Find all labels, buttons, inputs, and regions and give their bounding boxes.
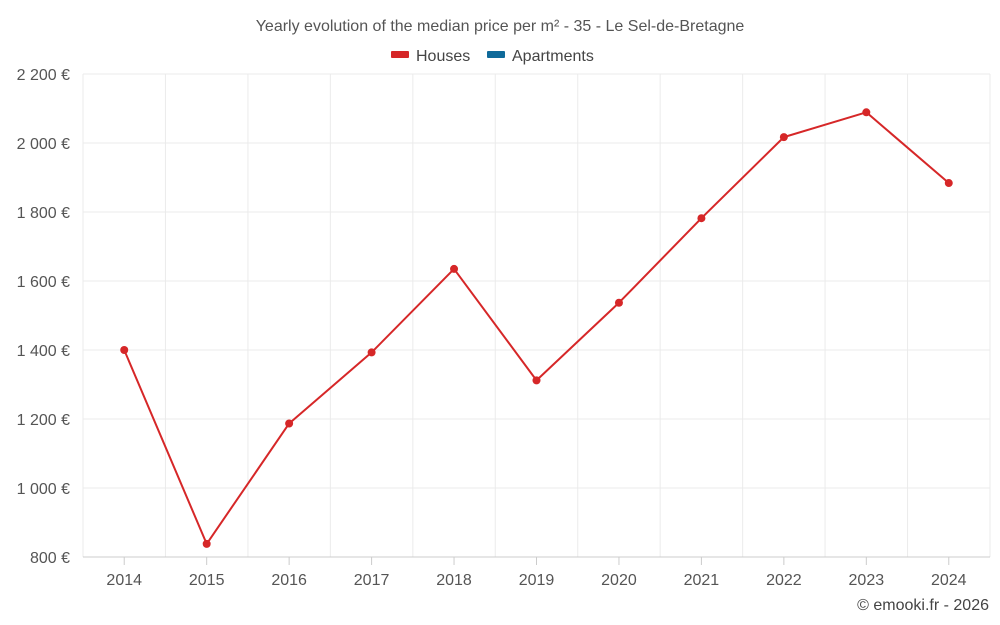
x-tick-label: 2022: [766, 572, 802, 589]
legend-swatch-houses: [391, 51, 409, 58]
y-tick-label: 1 000 €: [17, 481, 70, 498]
legend-item-houses[interactable]: Houses: [391, 48, 470, 65]
x-tick-label: 2020: [601, 572, 637, 589]
data-point-houses[interactable]: [697, 214, 706, 223]
data-point-houses[interactable]: [120, 346, 129, 354]
data-point-houses[interactable]: [862, 108, 871, 117]
x-tick-label: 2017: [354, 572, 390, 589]
data-point-houses[interactable]: [944, 179, 953, 188]
legend-label-apartments: Apartments: [512, 48, 594, 65]
x-tick-label: 2015: [189, 572, 225, 589]
y-gridlines: [83, 73, 990, 558]
y-tick-label: 1 400 €: [17, 343, 70, 360]
series-layer: [120, 108, 953, 548]
data-point-houses[interactable]: [450, 264, 459, 273]
legend-item-apartments[interactable]: Apartments: [487, 48, 594, 65]
legend: Houses Apartments: [391, 48, 594, 65]
data-point-houses[interactable]: [614, 298, 623, 307]
x-gridlines: [82, 74, 991, 557]
y-tick-label: 2 000 €: [17, 136, 70, 153]
data-point-houses[interactable]: [285, 419, 294, 428]
data-point-houses[interactable]: [532, 376, 541, 385]
y-tick-label: 1 200 €: [17, 412, 70, 429]
x-tick-label: 2018: [436, 572, 472, 589]
series-houses: [120, 108, 953, 548]
y-tick-label: 2 200 €: [17, 67, 70, 84]
y-tick-label: 1 600 €: [17, 274, 70, 291]
y-tick-label: 800 €: [30, 550, 70, 567]
legend-swatch-apartments: [487, 51, 505, 58]
x-tick-label: 2016: [271, 572, 307, 589]
data-point-houses[interactable]: [367, 348, 376, 357]
legend-label-houses: Houses: [416, 48, 470, 65]
x-tick-label: 2014: [106, 572, 142, 589]
x-tick-label: 2019: [519, 572, 555, 589]
y-axis-ticks: 800 € 1 000 € 1 200 € 1 400 € 1 600 € 1 800 €…: [17, 67, 70, 567]
data-point-houses[interactable]: [779, 133, 788, 142]
x-tick-label: 2023: [849, 572, 885, 589]
data-point-houses[interactable]: [202, 539, 211, 548]
chart-title: Yearly evolution of the median price per…: [256, 18, 745, 35]
x-tick-label: 2021: [684, 572, 720, 589]
credit-text: © emooki.fr - 2026: [857, 597, 989, 614]
y-tick-label: 1 800 €: [17, 205, 70, 222]
x-axis-ticks: 2014 2015 2016 2017 2018 2019 2020 2021 2022 2023…: [106, 557, 967, 589]
x-tick-label: 2024: [931, 572, 967, 589]
